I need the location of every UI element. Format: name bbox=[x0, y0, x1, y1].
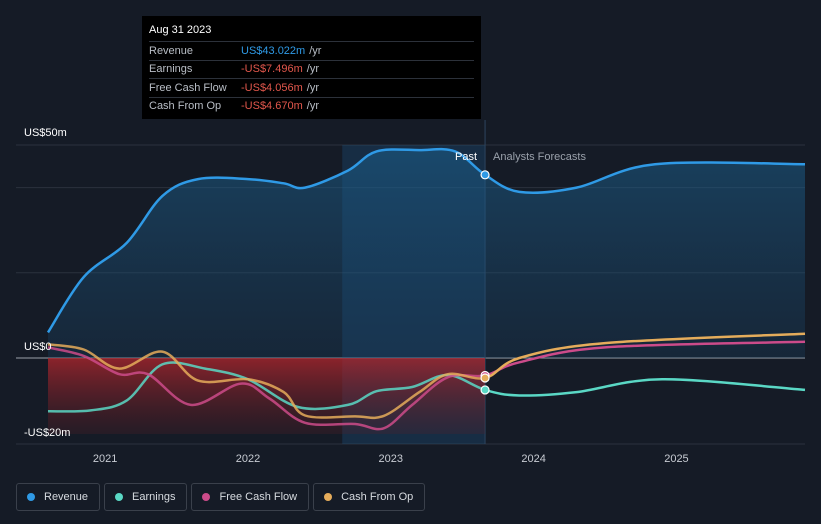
tooltip-label: Cash From Op bbox=[149, 100, 222, 113]
cash-from-op-marker bbox=[480, 373, 490, 383]
legend-item-earnings[interactable]: Earnings bbox=[104, 483, 188, 511]
free-cash-flow-line-forecast bbox=[485, 340, 806, 377]
legend-item-cash-from-op[interactable]: Cash From Op bbox=[313, 483, 426, 511]
tooltip-row-earnings: Earnings -US$7.496m /yr bbox=[149, 59, 474, 79]
legend-dot-icon bbox=[324, 493, 333, 501]
legend-item-free-cash-flow[interactable]: Free Cash Flow bbox=[191, 483, 310, 511]
revenue-line bbox=[46, 147, 806, 334]
legend-label: Earnings bbox=[132, 491, 176, 503]
x-tick-label: 2021 bbox=[93, 453, 117, 465]
forecast-label: Analysts Forecasts bbox=[493, 151, 586, 163]
tooltip-label: Earnings bbox=[149, 63, 193, 76]
tooltip: Aug 31 2023 Revenue US$43.022m /yr Earni… bbox=[142, 16, 481, 119]
chart-legend: Revenue Earnings Free Cash Flow Cash Fro… bbox=[16, 483, 426, 511]
tooltip-row-free-cash-flow: Free Cash Flow -US$4.056m /yr bbox=[149, 78, 474, 97]
tooltip-unit: /yr bbox=[306, 81, 319, 94]
y-axis-label: US$50m bbox=[24, 127, 67, 139]
cash-from-op-line-forecast bbox=[485, 332, 806, 380]
cash-from-op-line-past bbox=[47, 343, 486, 420]
tooltip-value: -US$7.496m bbox=[241, 63, 303, 76]
earnings-line-past bbox=[47, 361, 486, 413]
tooltip-unit: /yr bbox=[309, 44, 322, 57]
legend-dot-icon bbox=[202, 493, 211, 501]
past-label: Past bbox=[455, 151, 477, 163]
y-axis-label: US$0 bbox=[24, 341, 52, 353]
legend-dot-icon bbox=[27, 493, 35, 501]
legend-label: Cash From Op bbox=[341, 491, 414, 503]
tooltip-unit: /yr bbox=[306, 100, 319, 113]
y-axis-label: -US$20m bbox=[24, 427, 70, 439]
x-tick-label: 2024 bbox=[521, 453, 545, 465]
tooltip-label: Revenue bbox=[149, 44, 194, 57]
earnings-marker bbox=[480, 385, 490, 395]
earnings-line-forecast bbox=[485, 378, 806, 397]
legend-label: Revenue bbox=[44, 491, 89, 503]
tooltip-row-cash-from-op: Cash From Op -US$4.670m /yr bbox=[149, 96, 474, 116]
tooltip-value: -US$4.056m bbox=[241, 81, 303, 94]
legend-label: Free Cash Flow bbox=[219, 491, 298, 503]
tooltip-value: US$43.022m bbox=[241, 44, 306, 57]
chart-plot: US$50m US$0 -US$20m 2021 2022 2023 2024 2025 Pas… bbox=[16, 120, 806, 465]
tooltip-date: Aug 31 2023 bbox=[149, 24, 212, 36]
tooltip-unit: /yr bbox=[306, 63, 319, 76]
tooltip-label: Free Cash Flow bbox=[149, 81, 227, 94]
tooltip-row-revenue: Revenue US$43.022m /yr bbox=[149, 41, 474, 60]
revenue-marker bbox=[480, 170, 490, 180]
legend-dot-icon bbox=[115, 493, 124, 501]
tooltip-value: -US$4.670m bbox=[241, 100, 303, 113]
x-tick-label: 2023 bbox=[379, 453, 403, 465]
free-cash-flow-line-past bbox=[47, 346, 486, 431]
legend-item-revenue[interactable]: Revenue bbox=[16, 483, 101, 511]
x-tick-label: 2025 bbox=[664, 453, 688, 465]
x-tick-label: 2022 bbox=[236, 453, 260, 465]
revenue-area bbox=[48, 149, 805, 358]
